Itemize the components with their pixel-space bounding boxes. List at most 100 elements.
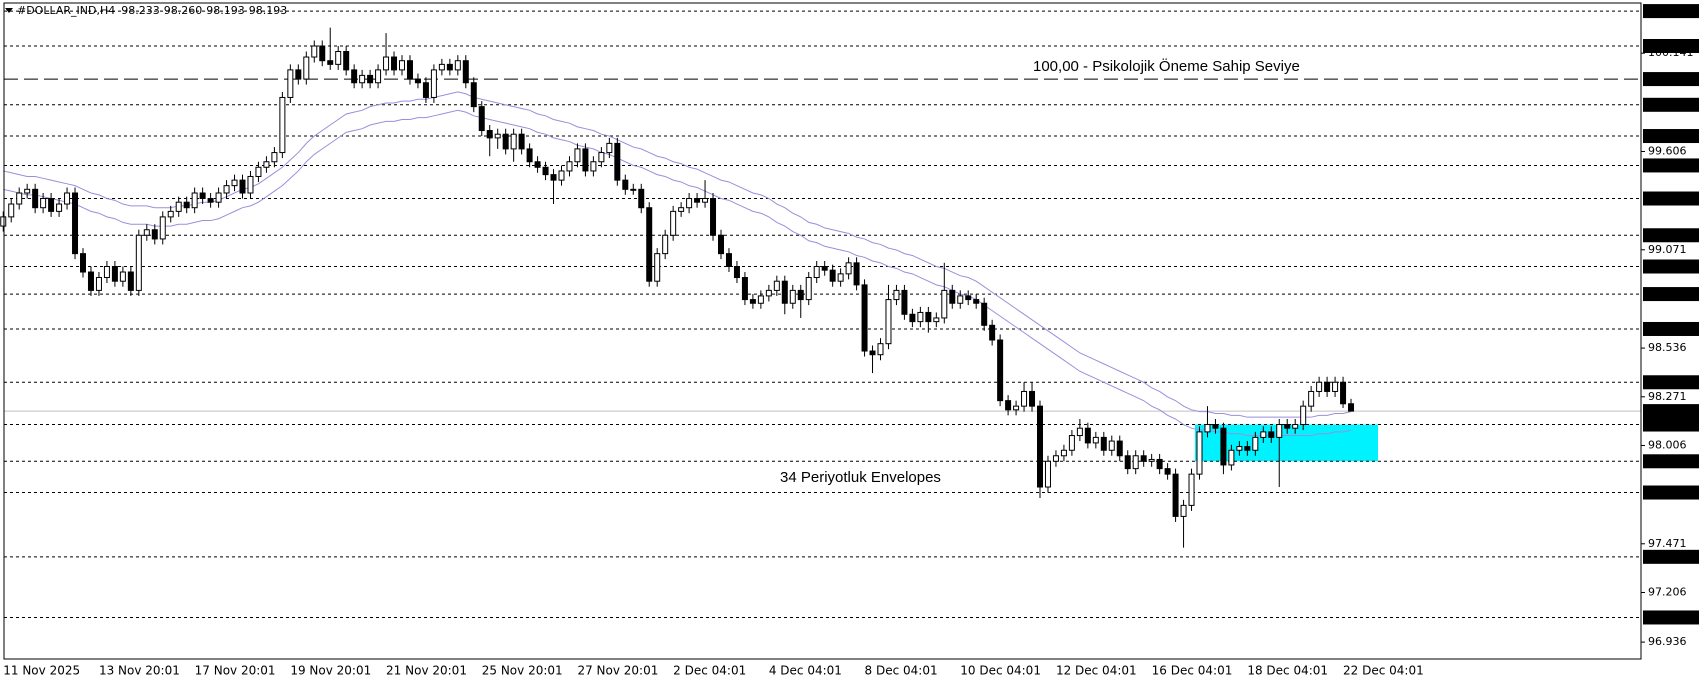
candle-body	[805, 277, 812, 301]
candle-body	[1324, 381, 1331, 392]
candle-body	[1236, 446, 1243, 451]
x-tick-label: 13 Nov 20:01	[99, 664, 180, 678]
candle-body	[646, 207, 653, 282]
candle-body	[933, 317, 940, 323]
y-tick-label: 96.936	[1648, 635, 1687, 648]
level-label: 100.370	[1647, 5, 1693, 18]
candle-body	[8, 203, 15, 218]
candle-body	[1180, 504, 1187, 517]
level-label: 97.750	[1647, 486, 1686, 499]
level-label-box	[1643, 259, 1699, 274]
candle-body	[813, 266, 820, 279]
menu-arrow[interactable]	[5, 8, 13, 13]
candle-body	[1156, 458, 1163, 470]
level-label-box	[1643, 38, 1699, 53]
candle-body	[263, 161, 270, 168]
candle-body	[303, 56, 310, 80]
candle-body	[694, 198, 701, 203]
level-label-box	[1643, 549, 1699, 564]
candle-body	[1108, 440, 1115, 451]
candle-body	[1164, 468, 1171, 475]
x-tick-label: 10 Dec 04:01	[960, 664, 1041, 678]
envelope-lower	[3, 109, 1352, 437]
candle-body	[622, 179, 629, 190]
x-tick-label: 16 Dec 04:01	[1152, 664, 1233, 678]
candle-body	[470, 82, 477, 108]
level-label: 98.120	[1647, 418, 1686, 431]
x-tick-label: 22 Dec 04:01	[1343, 664, 1424, 678]
y-tick-label: 98.271	[1648, 390, 1687, 403]
candle-body	[223, 185, 230, 194]
candle-body	[399, 60, 405, 71]
candle-body	[64, 192, 71, 205]
level-label-box	[1643, 4, 1699, 19]
level-label-box	[1643, 191, 1699, 206]
candle-body	[845, 262, 852, 275]
candle-body	[311, 45, 318, 58]
candle-body	[1212, 424, 1219, 429]
candle-body	[446, 63, 453, 71]
candle-body	[957, 295, 964, 304]
candle-body	[478, 106, 485, 132]
candle-body	[733, 266, 740, 279]
candle-body	[279, 96, 286, 154]
candle-body	[861, 284, 868, 352]
candle-body	[997, 339, 1004, 402]
candle-body	[1148, 458, 1155, 462]
candle-body	[973, 299, 980, 304]
level-label: 100.000	[1647, 73, 1693, 86]
candle-body	[375, 69, 382, 84]
level-label: 97.920	[1647, 455, 1686, 468]
x-tick-label: 11 Nov 2025	[3, 664, 80, 678]
level-label-box	[1643, 228, 1699, 243]
axis-layer: 100.14199.60699.07198.53698.27198.00697.…	[3, 4, 1699, 678]
candle-body	[111, 266, 118, 282]
candle-body	[1252, 436, 1259, 451]
annotation: 34 Periyotluk Envelopes	[780, 469, 941, 486]
candle-body	[1052, 455, 1059, 462]
candle-body	[789, 289, 796, 304]
y-tick-label: 99.606	[1648, 144, 1687, 157]
candle-body	[295, 69, 302, 80]
level-label: 99.530	[1647, 159, 1686, 172]
y-tick-label: 97.471	[1648, 537, 1687, 550]
candle-body	[741, 277, 748, 301]
candle-body	[143, 229, 150, 236]
symbol: #DOLLAR_IND,H4	[17, 4, 115, 17]
x-tick-label: 2 Dec 04:01	[673, 664, 746, 678]
level-label: 98.830	[1647, 288, 1686, 301]
candle-body	[773, 280, 780, 291]
candle-body	[1284, 424, 1291, 429]
candle-body	[1308, 390, 1315, 407]
candle-body	[630, 188, 637, 191]
candle-body	[422, 82, 429, 98]
candle-body	[510, 133, 517, 150]
candle-body	[518, 133, 525, 150]
candle-body	[1005, 400, 1012, 411]
candle-body	[430, 69, 437, 98]
candle-body	[670, 210, 677, 236]
candle-body	[989, 324, 996, 341]
candle-body	[199, 192, 206, 200]
candle-body	[24, 188, 31, 194]
candle-body	[869, 350, 876, 356]
candle-body	[287, 69, 294, 98]
candle-body	[231, 179, 238, 187]
x-tick-label: 18 Dec 04:01	[1247, 664, 1328, 678]
level-label: 97.070	[1647, 611, 1686, 624]
candle-body	[718, 234, 724, 255]
candle-body	[16, 192, 23, 205]
candle-body	[909, 313, 916, 323]
last-close: 98.193	[249, 4, 288, 17]
candle-body	[486, 130, 493, 139]
candle-body	[1172, 473, 1179, 517]
candle-body	[87, 271, 94, 291]
candle-body	[1076, 427, 1083, 437]
candle-body	[56, 203, 63, 212]
candle-body	[343, 51, 350, 71]
level-label: 98.640	[1647, 322, 1686, 335]
level-layer	[4, 10, 1641, 618]
candle-body	[207, 198, 214, 203]
candle-body	[1292, 424, 1299, 429]
candle-body	[239, 179, 246, 194]
